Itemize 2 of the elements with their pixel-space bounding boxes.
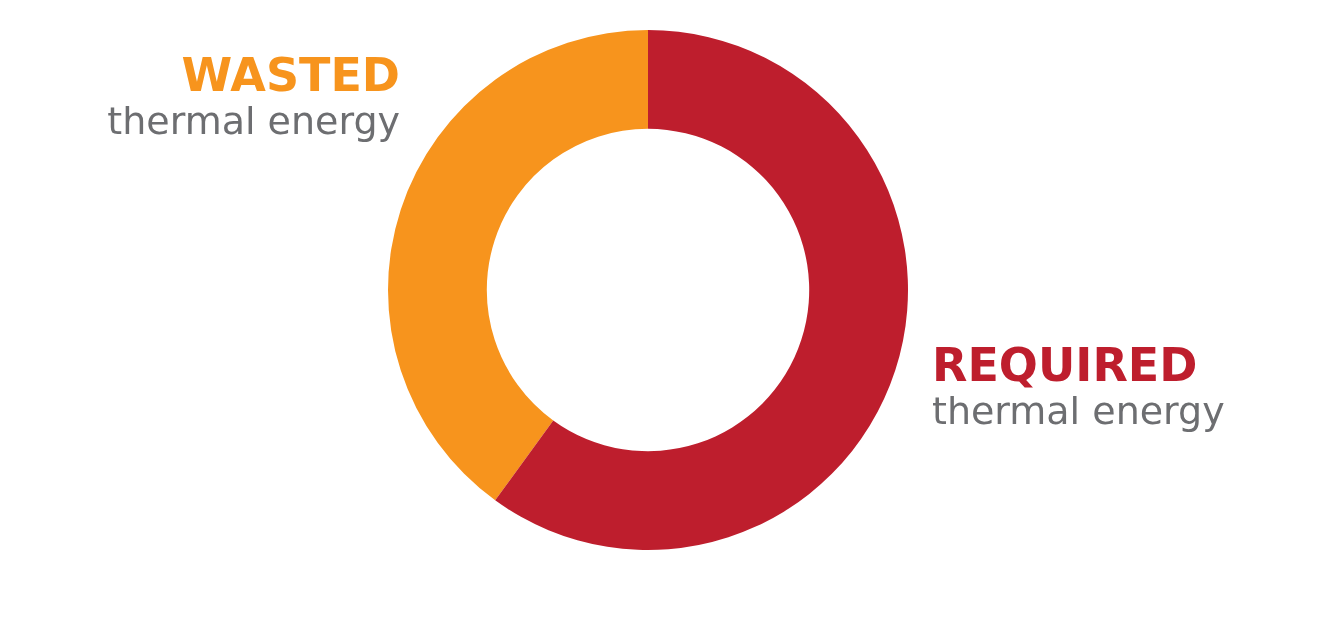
slice-label: REQUIRED thermal energy <box>932 338 1225 433</box>
slice-label: WASTED thermal energy <box>107 48 400 143</box>
